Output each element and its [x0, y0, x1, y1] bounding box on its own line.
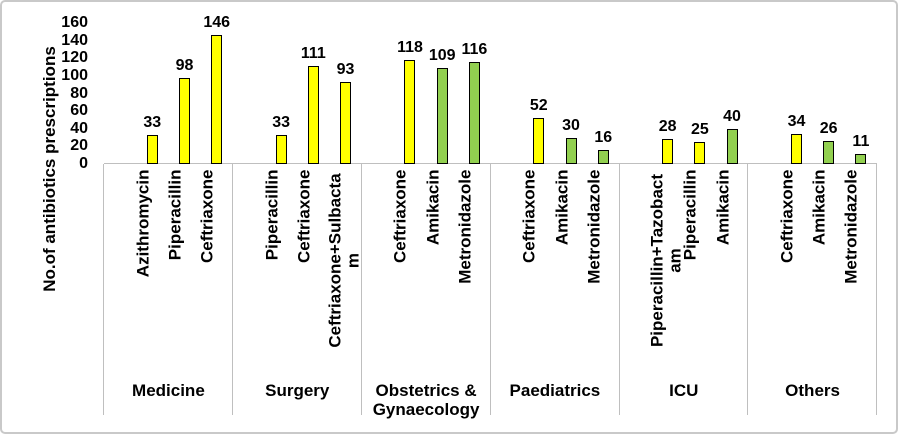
bar — [533, 118, 545, 164]
bar-value-label: 111 — [300, 45, 326, 63]
y-tick-label: 80 — [70, 84, 88, 102]
bar-category-label: Ceftriaxone — [197, 169, 236, 364]
bar-value-label: 28 — [658, 118, 677, 136]
bar-value-label: 93 — [336, 61, 355, 79]
x-axis-line — [104, 163, 877, 164]
bar-category-label-text: Ceftriaxone — [519, 169, 539, 263]
bar — [436, 67, 448, 164]
bar-value-label: 98 — [175, 56, 194, 74]
bar-category-label: Metronidazole — [455, 169, 493, 364]
bar-category-label-text: Ceftriaxone — [390, 169, 410, 263]
group-label: Paediatrics — [509, 381, 601, 400]
bar — [275, 134, 287, 164]
bar-category-label-text: Metronidazole — [454, 169, 474, 284]
bar-category-label-text: Amikacin — [422, 169, 442, 245]
bar — [179, 77, 191, 164]
y-tick-label: 120 — [61, 49, 88, 67]
bar-value-label: 26 — [819, 120, 838, 138]
bar-value-label: 30 — [562, 116, 580, 134]
bar — [823, 141, 835, 164]
bar-value-label: 33 — [272, 113, 291, 131]
bar-category-label: Metronidazole — [584, 169, 622, 364]
bar-value-label: 25 — [690, 120, 709, 138]
y-tick-label: 60 — [70, 102, 88, 120]
bar-category-label-text: Amikacin — [712, 169, 732, 245]
bar-category-label-text: Piperacillin+Tazobactam — [647, 173, 685, 347]
bar — [597, 149, 609, 164]
bar-value-label: 146 — [203, 14, 231, 32]
bar-value-label: 33 — [143, 113, 162, 131]
bar-value-label: 116 — [461, 40, 488, 58]
bar — [790, 134, 802, 164]
bar-value-label: 16 — [594, 128, 613, 146]
bar — [565, 137, 577, 164]
bar-value-label: 34 — [787, 113, 806, 131]
bar — [662, 139, 674, 164]
y-tick-label: 160 — [61, 14, 88, 31]
group-label: ICU — [669, 381, 699, 400]
bar — [468, 61, 480, 164]
bar-category-label: Amikacin — [713, 169, 751, 364]
y-tick-label: 0 — [79, 155, 88, 172]
bar — [307, 66, 319, 164]
bar-value-label: 11 — [852, 133, 870, 151]
bar — [726, 128, 738, 164]
group-divider — [747, 164, 749, 415]
group-divider — [103, 164, 105, 415]
bar-category-label-text: Piperacillin — [165, 169, 185, 260]
y-tick-label: 40 — [70, 119, 88, 137]
bar-category-label-text: Amikacin — [551, 169, 571, 245]
y-tick-label: 140 — [61, 31, 88, 49]
group-divider — [618, 164, 620, 415]
group-divider — [360, 164, 362, 415]
bar — [694, 141, 706, 164]
group-label: Medicine — [132, 381, 205, 400]
bar-category-label-text: Amikacin — [809, 169, 829, 245]
bar — [404, 60, 416, 164]
y-tick-label: 20 — [70, 137, 88, 155]
bar-value-label: 52 — [529, 97, 548, 115]
bar-category-label-text: Piperacillin — [261, 169, 281, 260]
group-label: Surgery — [265, 381, 330, 400]
bar — [340, 82, 352, 164]
group-label: Obstetrics & Gynaecology — [372, 381, 480, 419]
bar-category-label-text: Ceftriaxone — [293, 169, 313, 263]
bar-value-label: 109 — [428, 46, 456, 64]
group-label: Others — [785, 381, 840, 400]
bar-category-label: Ceftriaxone+Sulbactam — [325, 169, 365, 364]
bar-value-label: 118 — [397, 39, 423, 56]
bar-category-label-text: Metronidazole — [583, 169, 603, 284]
bar-category-label-text: Ceftriaxone+Sulbactam — [325, 172, 363, 348]
bar-category-label-text: Azithromycin — [132, 169, 152, 277]
group-divider — [232, 164, 234, 415]
bar-category-label-text: Piperacillin — [680, 169, 700, 260]
y-tick-label: 100 — [61, 66, 88, 84]
bar-value-label: 40 — [723, 107, 741, 125]
bar-category-label-text: Ceftriaxone — [776, 169, 796, 263]
bar-category-label-text: Metronidazole — [841, 169, 861, 284]
bar — [855, 154, 867, 164]
bar — [146, 134, 158, 164]
bar-category-label: Metronidazole — [841, 169, 880, 364]
bar — [211, 35, 223, 164]
bar-category-label-text: Ceftriaxone — [197, 169, 217, 263]
group-divider — [876, 164, 878, 415]
group-divider — [489, 164, 491, 415]
